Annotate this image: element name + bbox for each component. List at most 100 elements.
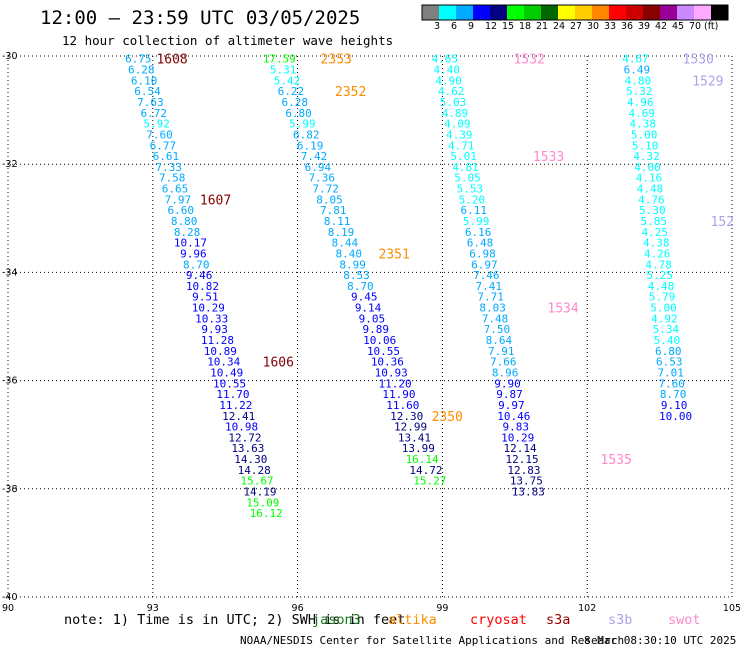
page-title: 12:00 — 23:59 UTC 03/05/2025 [40,7,361,29]
colorbar-swatch [456,5,474,20]
swh-value-s3a: 6.54 [134,85,161,98]
swh-value-s3a: 15.09 [246,496,279,509]
colorbar-swatch [541,5,559,20]
swh-value-s3a: 10.89 [204,345,237,358]
swh-value-altika: 9.89 [363,323,390,336]
swh-value-s3a: 7.97 [165,193,192,206]
swh-value-s3a: 10.29 [192,302,225,315]
swh-value-altika: 8.40 [336,247,363,260]
x-tick-label: 90 [2,603,14,614]
swh-value-s3a: 10.82 [186,280,219,293]
swh-value-altika: 8.44 [332,237,359,250]
page-subtitle: 12 hour collection of altimeter wave hei… [62,33,394,48]
swh-value-s3b: 6.53 [656,356,683,369]
swh-value-s3a: 6.72 [141,107,168,120]
swh-value-altika: 7.72 [312,183,339,196]
colorbar-label: 18 [519,21,532,32]
colorbar-label: 42 [655,21,668,32]
swh-value-swot: 4.89 [442,107,469,120]
swh-value-swot: 4.39 [446,128,473,141]
swh-value-s3a: 7.63 [137,96,164,109]
colorbar [421,4,729,21]
swh-value-altika: 8.11 [324,215,351,228]
swh-value-altika: 9.05 [359,312,386,325]
swh-value-swot: 7.50 [484,323,511,336]
swh-value-altika: 14.72 [409,464,442,477]
mission-swot: swot [668,612,701,628]
pass-time-label: 1607 [200,193,231,208]
swh-value-s3a: 10.34 [207,356,240,369]
pass-time-label: 2352 [335,85,366,100]
mission-jason3: jason3 [312,612,361,628]
swh-value-s3a: 7.58 [159,172,186,185]
swh-value-altika: 10.55 [367,345,400,358]
swh-value-s3b: 4.00 [634,161,661,174]
swh-value-swot: 7.46 [473,269,500,282]
swh-value-s3a: 6.10 [131,74,158,87]
swh-value-altika: 8.99 [339,258,366,271]
pass-time-label: 1608 [156,53,187,68]
swh-value-altika: 9.14 [355,302,382,315]
swh-value-altika: 6.80 [285,107,312,120]
swh-value-s3a: 10.98 [225,421,258,434]
swh-value-s3b: 5.32 [626,85,653,98]
chart-annotations: 1608 1607 1606 2353 2352 2351 2350 1532 1533 1534… [156,53,734,468]
swh-value-s3a: 7.60 [146,128,173,141]
swh-value-swot: 6.11 [461,204,488,217]
swh-value-altika: 5.42 [274,74,301,87]
swh-value-swot: 4.81 [452,161,479,174]
colorbar-swatch [626,5,644,20]
swh-value-s3a: 12.41 [222,410,255,423]
footer-note: note: 1) Time is in UTC; 2) SWH is in fe… [64,612,406,628]
colorbar-swatch [439,5,457,20]
pass-time-label: 1529 [692,74,723,89]
swh-value-altika: 10.36 [371,356,404,369]
swh-value-s3a: 10.55 [213,377,246,390]
colorbar-swatch [677,5,695,20]
pass-time-label: 1532 [514,53,545,68]
swh-value-swot: 13.83 [512,486,545,499]
swh-value-swot: 12.15 [505,453,538,466]
swh-value-altika: 11.90 [382,388,415,401]
swh-value-s3a: 14.19 [243,486,276,499]
colorbar-swatch [711,5,729,20]
colorbar-label: 45 [672,21,685,32]
colorbar-label: 12 [485,21,498,32]
swh-value-altika: 7.42 [301,150,328,163]
swh-value-swot: 8.64 [486,334,513,347]
swh-value-swot: 9.90 [494,377,521,390]
footer-credit: NOAA/NESDIS Center for Satellite Applica… [240,634,625,647]
colorbar-swatch [490,5,508,20]
y-tick-label: -36 [2,376,18,387]
swh-value-swot: 7.48 [482,312,509,325]
swh-value-altika: 11.60 [386,399,419,412]
swh-value-swot: 4.09 [444,118,471,131]
mission-s3b: s3b [608,612,633,628]
swh-value-s3b: 4.26 [644,247,671,260]
x-tick-label: 96 [292,603,304,614]
swh-value-s3b: 5.25 [646,269,673,282]
swh-value-s3a: 11.22 [219,399,252,412]
colorbar-label: 30 [587,21,600,32]
swh-value-swot: 6.97 [471,258,498,271]
y-tick-label: -38 [2,484,18,495]
swh-value-s3b: 5.00 [631,128,658,141]
swh-value-s3b: 6.49 [624,64,651,77]
swh-value-s3a: 6.61 [153,150,180,163]
colorbar-swatch [507,5,525,20]
swh-value-s3b: 4.67 [622,53,649,66]
swh-value-altika: 15.27 [413,475,446,488]
swh-value-swot: 9.87 [496,388,523,401]
colorbar-label: 15 [502,21,515,32]
swh-value-s3a: 8.28 [174,226,201,239]
swh-value-altika: 6.28 [281,96,308,109]
swh-value-altika: 16.14 [406,453,439,466]
chart-points: 6.756.286.106.547.636.725.927.606.776.61… [125,53,692,520]
swh-value-swot: 8.96 [492,366,519,379]
swh-value-s3b: 4.76 [638,193,665,206]
swh-value-altika: 5.31 [270,64,297,77]
swh-value-swot: 5.99 [463,215,490,228]
colorbar-label: 3 [434,21,441,32]
colorbar-swatch [422,5,440,20]
x-tick-label: 102 [578,603,596,614]
